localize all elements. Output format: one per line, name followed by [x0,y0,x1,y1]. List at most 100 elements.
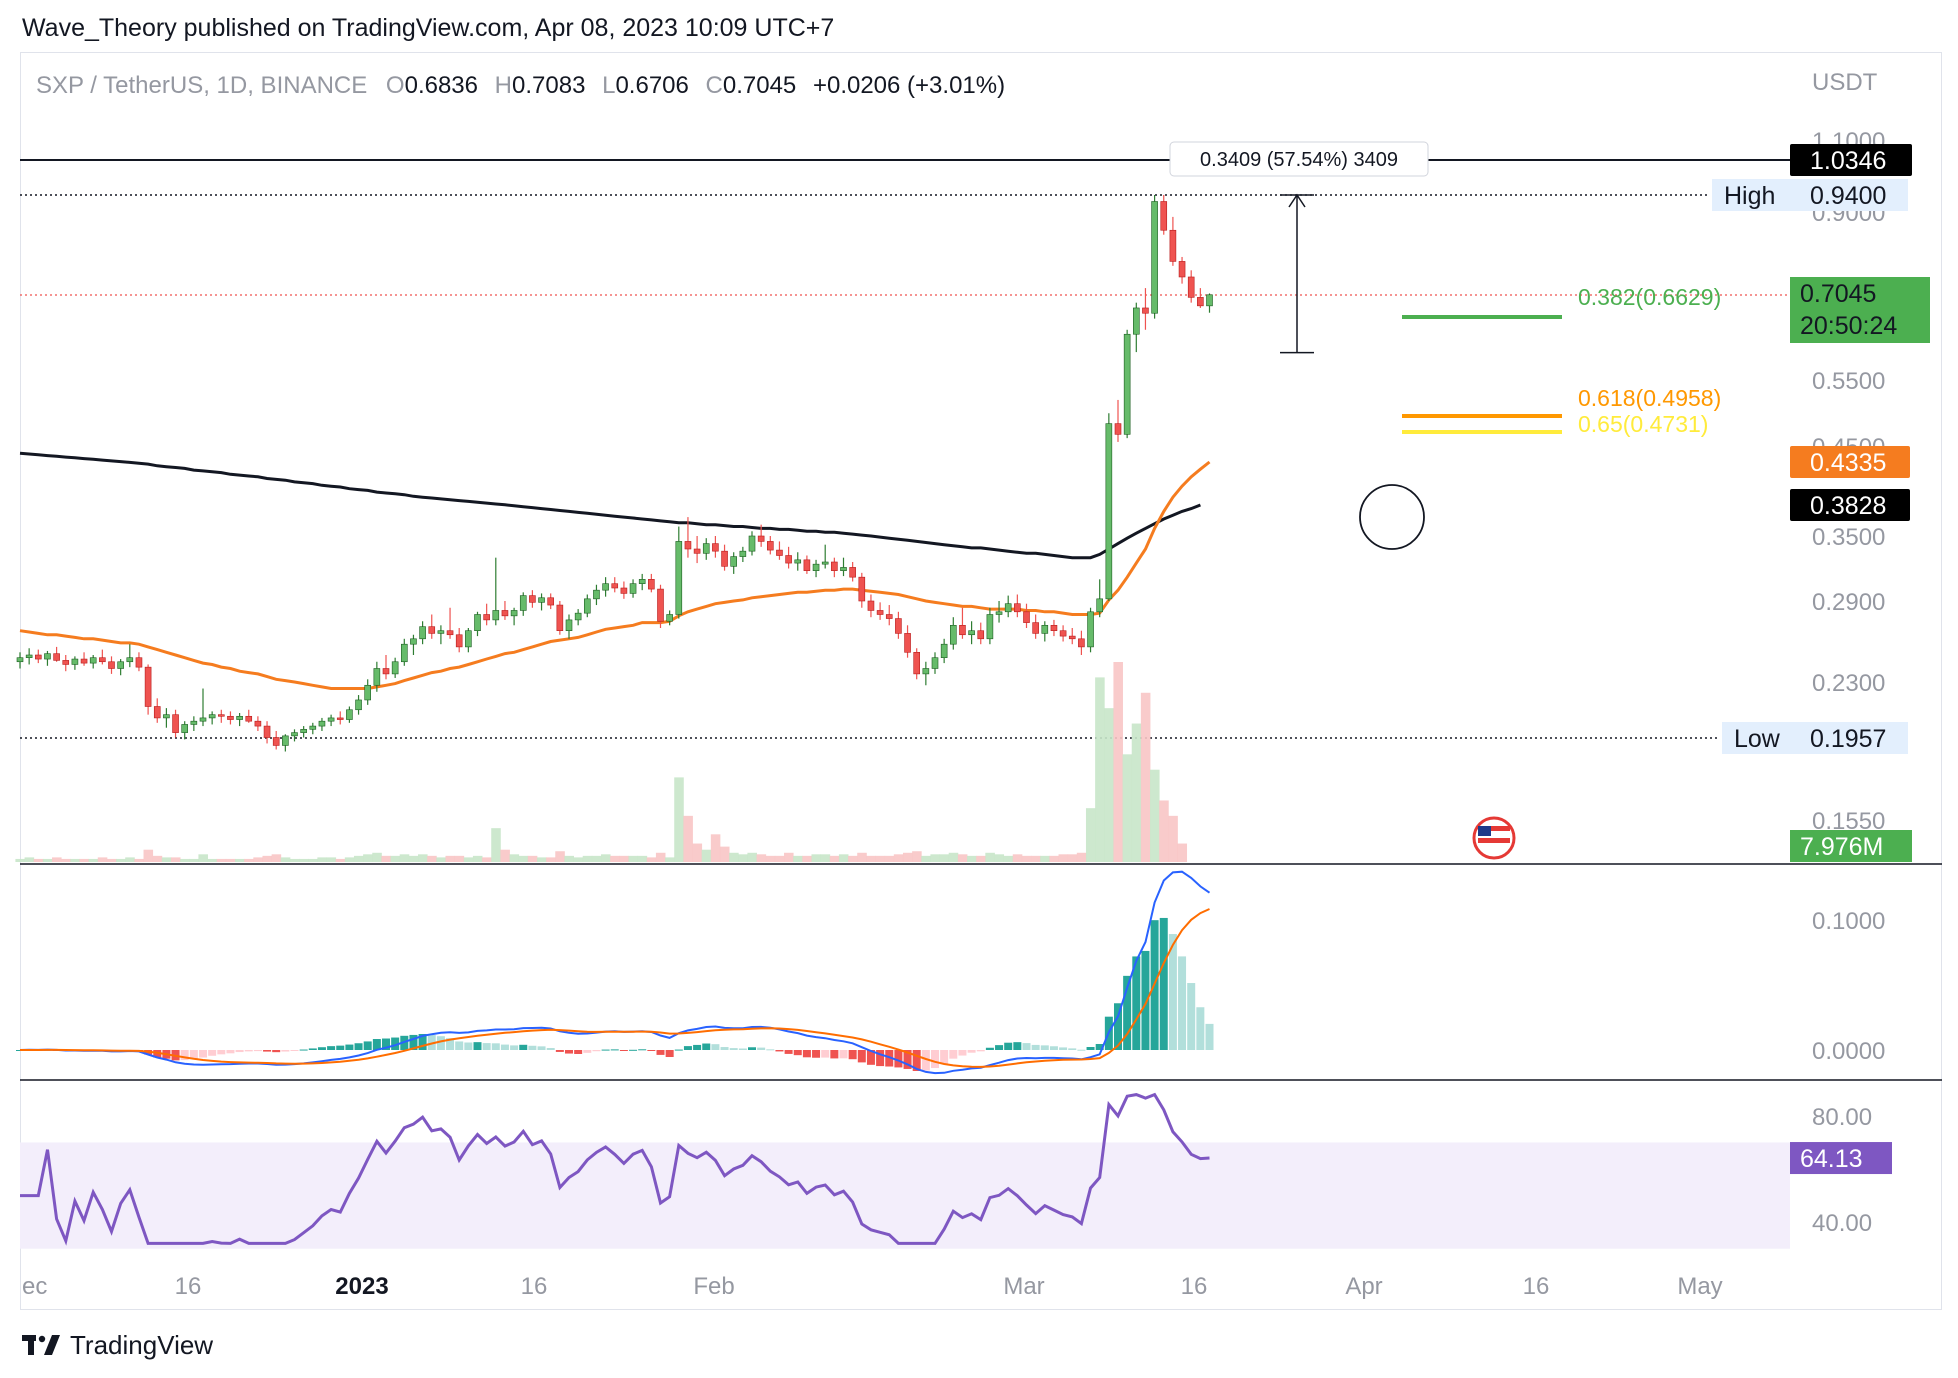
resistance-price-label: 1.0346 [1810,147,1886,175]
candle-body [89,657,97,664]
volume-bar [811,854,822,862]
volume-bar [838,854,849,862]
candle-body [574,612,582,621]
macd-histogram-bar [592,1050,601,1052]
candle-body [712,543,719,552]
volume-bar [344,857,355,862]
macd-histogram-bar [565,1050,573,1054]
candle-body [620,587,628,594]
change-value: +0.0206 (+3.01%) [812,72,1006,99]
volume-bar [829,855,840,862]
candle-body [510,610,518,617]
volume-bar [353,855,364,862]
candle-body [1096,598,1103,613]
volume-bar [61,858,71,862]
price-tick-label: 0.2300 [1812,670,1885,697]
volume-bar [418,854,428,862]
high-label-text: High [1724,182,1775,210]
volume-bar [573,857,584,862]
macd-histogram-bar [821,1050,830,1058]
candle-body [263,725,271,738]
brand-name: TradingView [70,1330,214,1360]
volume-bar [628,855,639,862]
candle-body [126,657,134,663]
macd-histogram-bar [711,1044,720,1050]
macd-histogram-bar [409,1034,418,1050]
candle-body [199,717,207,722]
macd-histogram-bar [1086,1047,1095,1050]
measure-label: 0.3409 (57.54%) 3409 [1200,149,1398,171]
macd-histogram-bar [812,1050,821,1058]
candle-body [300,729,307,733]
volume-bar [1159,800,1169,862]
open-value: 0.6836 [404,72,478,99]
candle-body [821,561,829,565]
macd-histogram-bar [354,1043,363,1050]
volume-bar [747,852,757,862]
volume-bar [125,857,135,862]
low-price-label: 0.1957 [1810,725,1886,753]
candle-body [172,714,179,733]
tradingview-brand[interactable]: TradingView [22,1330,213,1361]
volume-bar [555,851,565,862]
volume-bar [802,855,812,862]
ema50-price-label-bg [1790,446,1910,478]
volume-bar [216,858,227,862]
candle-body [16,657,24,663]
candle-body [849,567,856,578]
macd-histogram-bar [345,1044,354,1050]
volume-bar [1003,855,1014,862]
macd-histogram-bar [1123,975,1132,1050]
candle-body [776,549,783,556]
macd-histogram-bar [180,1050,189,1061]
volume-bar [317,857,327,862]
candle-body [382,668,390,675]
volume-bar [729,852,739,862]
macd-histogram-bar [921,1050,930,1071]
volume-bar [1031,855,1041,862]
macd-histogram-bar [912,1050,921,1071]
volume-bar [793,855,803,862]
candle-body [519,595,527,611]
candle-body [785,555,792,564]
volume-bar [1150,769,1160,862]
ema200-price-label-bg [1790,489,1910,521]
macd-histogram-bar [482,1043,491,1050]
high-value: 0.7083 [512,72,586,99]
current-price-bg [1790,277,1930,343]
candle-body [117,661,124,669]
candle-body [309,725,317,730]
volume-bar [1021,855,1032,862]
volume-bar [24,857,35,862]
candle-body [529,595,536,603]
macd-histogram-bar [802,1050,811,1058]
macd-histogram-bar [866,1050,875,1065]
volume-bar [601,854,611,862]
close-label: C [705,72,723,99]
candle-body [99,657,106,663]
volume-bar [848,855,858,862]
volume-bar [500,849,510,862]
candle-body [272,737,280,746]
macd-histogram-bar [446,1038,455,1050]
candle-body [684,541,692,550]
current-price-label: 0.7045 [1800,280,1876,308]
low-label-text: Low [1734,725,1781,753]
candle-body [858,576,866,602]
volume-bar [591,855,602,862]
candle-body [336,717,344,720]
macd-histogram-bar [226,1050,235,1054]
volume-bar [1177,843,1188,862]
volume-bar [180,858,190,862]
macd-histogram-bar [1168,934,1177,1050]
macd-histogram-bar [1013,1042,1022,1050]
candle-body [904,633,911,653]
candle-body [437,630,445,634]
macd-histogram-bar [1068,1048,1077,1050]
rsi-band [20,1142,1790,1249]
x-tick-label: 16 [175,1273,202,1300]
volume-bar [1012,854,1023,862]
x-tick-label: 2023 [335,1273,388,1300]
candle-body [62,660,70,665]
